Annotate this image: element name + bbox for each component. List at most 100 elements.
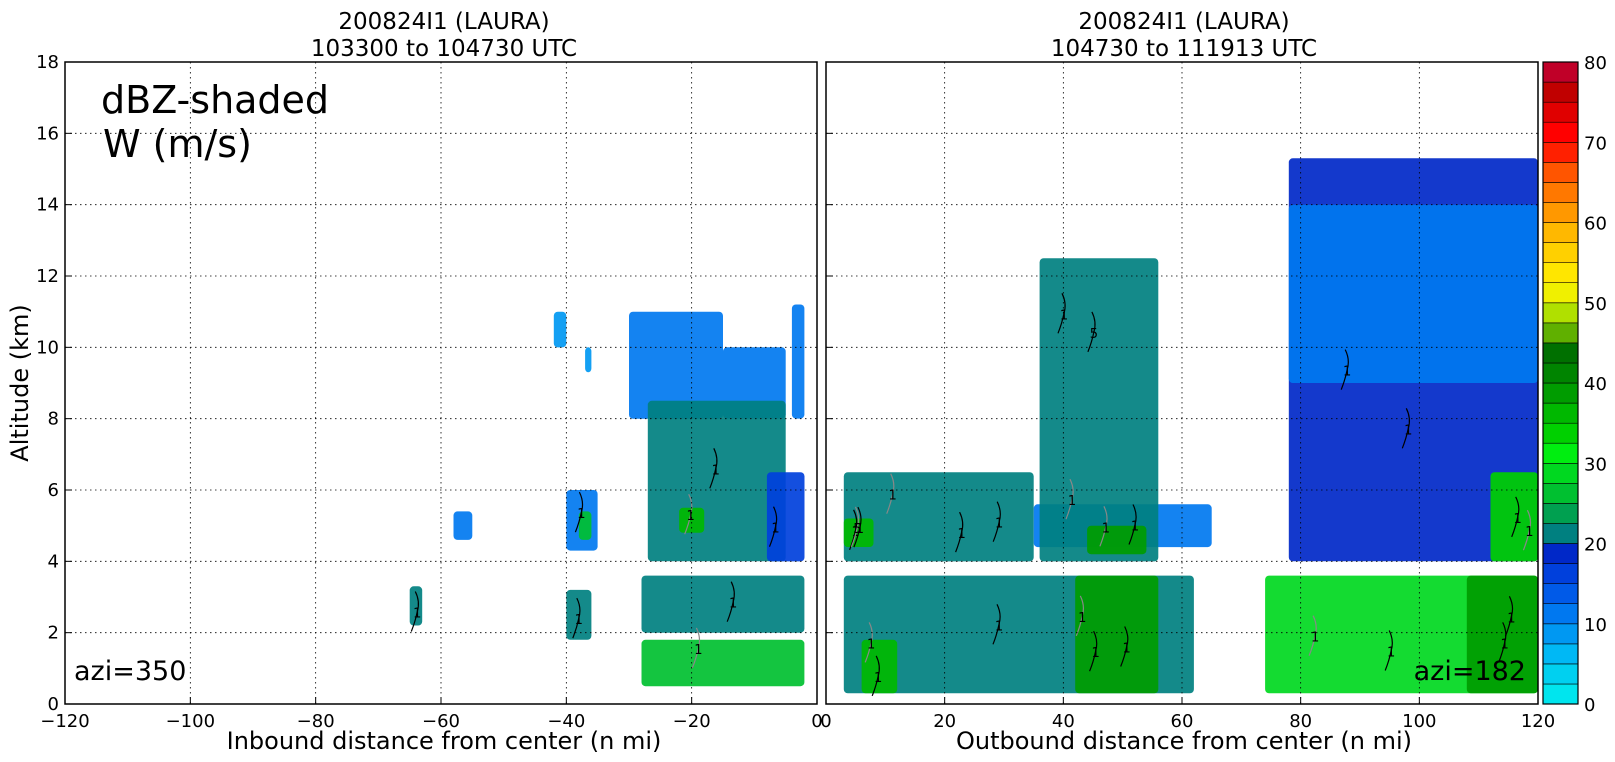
right-xtick-0: 0 xyxy=(820,711,831,732)
left-ytick-5: 10 xyxy=(36,337,59,358)
right-w-contour-label-8: 1 xyxy=(867,637,875,652)
left-echo-region-4 xyxy=(585,347,592,373)
right-w-contour-19 xyxy=(871,655,880,697)
left-annotation-dbz: dBZ-shaded xyxy=(101,78,329,122)
right-w-contour-label-22: 1 xyxy=(995,517,1003,532)
right-w-contour-2 xyxy=(1065,478,1074,520)
colorbar-tick-0: 0 xyxy=(1584,695,1595,716)
right-w-contour-12 xyxy=(849,509,858,551)
left-w-contour-label-0: 1 xyxy=(712,463,720,478)
left-w-contour-label-2: 1 xyxy=(687,509,695,524)
left-echo-region-0 xyxy=(629,311,723,419)
left-y-tick-labels: 0 2 4 6 8 10 12 14 16 18 xyxy=(36,52,59,715)
left-ytick-0: 0 xyxy=(48,694,59,715)
colorbar-frame xyxy=(1542,61,1579,705)
right-w-contour-label-19: 1 xyxy=(874,671,882,686)
right-echo-region-0 xyxy=(843,472,1034,562)
right-w-contour-label-20: 1 xyxy=(1311,631,1319,646)
left-x-axis-label: Inbound distance from center (n mi) xyxy=(227,727,662,755)
left-ytick-3: 6 xyxy=(48,480,59,501)
colorbar-bin-11 xyxy=(1542,462,1579,484)
left-echo-region-3 xyxy=(553,311,567,348)
left-echo-region-6 xyxy=(766,472,805,562)
colorbar-bin-13 xyxy=(1542,422,1579,444)
right-panel-title-line2: 104730 to 111913 UTC xyxy=(1051,36,1317,62)
left-w-contour-label-4: 1 xyxy=(729,597,737,612)
colorbar-bin-16 xyxy=(1542,362,1579,384)
colorbar-bin-1 xyxy=(1542,663,1579,685)
left-w-contour-1 xyxy=(768,506,778,547)
colorbar-bin-26 xyxy=(1542,162,1579,183)
right-reflectivity-shading xyxy=(843,158,1538,694)
colorbar-bin-22 xyxy=(1542,242,1579,264)
left-plot-frame xyxy=(64,61,818,705)
right-echo-region-6 xyxy=(1288,204,1538,383)
left-xtick-4: −40 xyxy=(547,711,585,732)
colorbar-bin-28 xyxy=(1542,121,1579,143)
left-w-contour-2 xyxy=(684,493,693,535)
colorbar-tick-4: 40 xyxy=(1584,374,1607,395)
left-echo-region-2 xyxy=(791,304,805,419)
left-xtick-0: −120 xyxy=(40,711,89,732)
left-echo-region-5 xyxy=(647,400,786,562)
colorbar-tick-labels: 0 10 20 30 40 50 60 70 80 xyxy=(1584,53,1607,716)
left-w-contour-0 xyxy=(709,448,718,489)
right-echo-region-12 xyxy=(1466,575,1538,694)
colorbar-bin-0 xyxy=(1542,683,1579,705)
colorbar-bin-7 xyxy=(1542,543,1579,564)
colorbar-bin-25 xyxy=(1542,182,1579,203)
colorbar-bin-2 xyxy=(1542,643,1579,665)
right-w-contour-label-11: 1 xyxy=(889,489,897,504)
right-w-contour-label-18: 1 xyxy=(1091,646,1099,661)
colorbar-bin-30 xyxy=(1542,81,1579,103)
right-w-contour-3 xyxy=(1128,504,1137,545)
right-w-contour-label-6: 1 xyxy=(995,619,1003,634)
colorbar-bin-20 xyxy=(1542,282,1579,304)
colorbar-bin-18 xyxy=(1542,322,1579,344)
right-w-contour-8 xyxy=(864,622,873,663)
right-w-contour-label-9: 1 xyxy=(1387,646,1395,661)
left-echo-region-10 xyxy=(453,511,473,540)
left-xtick-3: −60 xyxy=(422,711,460,732)
left-w-contour-3 xyxy=(574,491,584,533)
colorbar-bin-29 xyxy=(1542,101,1579,123)
right-w-contour-11 xyxy=(886,473,895,514)
left-echo-region-7 xyxy=(679,507,705,533)
colorbar-bin-31 xyxy=(1542,61,1579,83)
colorbar-tick-7: 70 xyxy=(1584,133,1607,154)
right-panel-title-line1: 200824I1 (LAURA) xyxy=(1078,9,1289,35)
colorbar-bin-3 xyxy=(1542,623,1579,645)
colorbar-bin-17 xyxy=(1542,342,1579,364)
colorbar-bin-19 xyxy=(1542,302,1579,324)
colorbar-bin-12 xyxy=(1542,442,1579,464)
right-w-contour-6 xyxy=(992,604,1001,645)
colorbar-bin-21 xyxy=(1542,262,1579,284)
left-x-tick-labels: −120 −100 −80 −60 −40 −20 0 xyxy=(40,711,822,732)
right-echo-region-4 xyxy=(1087,525,1147,555)
left-xtick-6: 0 xyxy=(811,711,822,732)
left-xtick-5: −20 xyxy=(673,711,711,732)
right-xtick-4: 80 xyxy=(1289,711,1312,732)
colorbar-bin-14 xyxy=(1542,402,1579,424)
right-w-contour-10 xyxy=(1498,622,1507,663)
right-w-contour-0 xyxy=(955,511,964,553)
right-w-contour-16 xyxy=(1511,496,1520,538)
colorbar-tick-2: 20 xyxy=(1584,535,1607,556)
right-w-contour-13 xyxy=(1057,293,1066,334)
right-w-contour-24 xyxy=(1087,311,1096,353)
colorbar-tick-1: 10 xyxy=(1584,615,1607,636)
colorbar-tick-3: 30 xyxy=(1584,454,1607,475)
colorbar-bin-15 xyxy=(1542,382,1579,404)
left-w-contour-label-7: 1 xyxy=(575,613,583,628)
right-xtick-2: 40 xyxy=(1052,711,1075,732)
right-w-contour-label-17: 1 xyxy=(1078,611,1086,626)
colorbar-tick-8: 80 xyxy=(1584,53,1607,74)
left-echo-region-9 xyxy=(578,511,592,540)
left-ytick-8: 16 xyxy=(36,123,59,144)
colorbar xyxy=(1542,61,1579,705)
left-azimuth-label: azi=350 xyxy=(74,656,186,687)
left-echo-region-11 xyxy=(641,575,805,633)
right-echo-region-9 xyxy=(1075,575,1159,694)
